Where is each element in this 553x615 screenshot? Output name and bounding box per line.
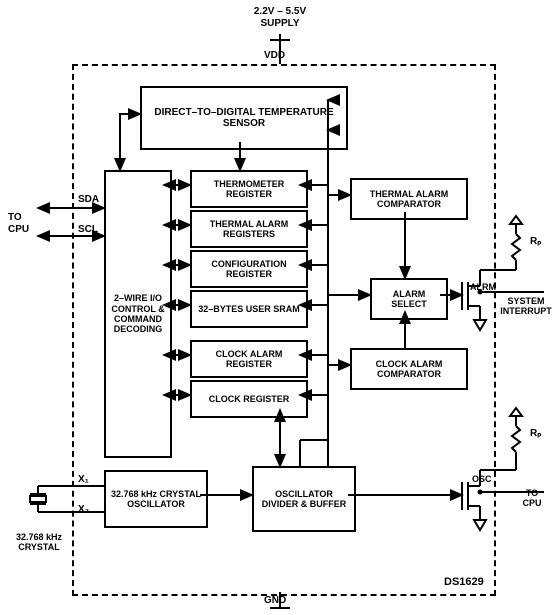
mosfet-alrm	[462, 216, 544, 330]
crystal-symbol	[30, 486, 56, 512]
mosfet-osc	[462, 408, 544, 530]
wiring	[0, 0, 553, 615]
